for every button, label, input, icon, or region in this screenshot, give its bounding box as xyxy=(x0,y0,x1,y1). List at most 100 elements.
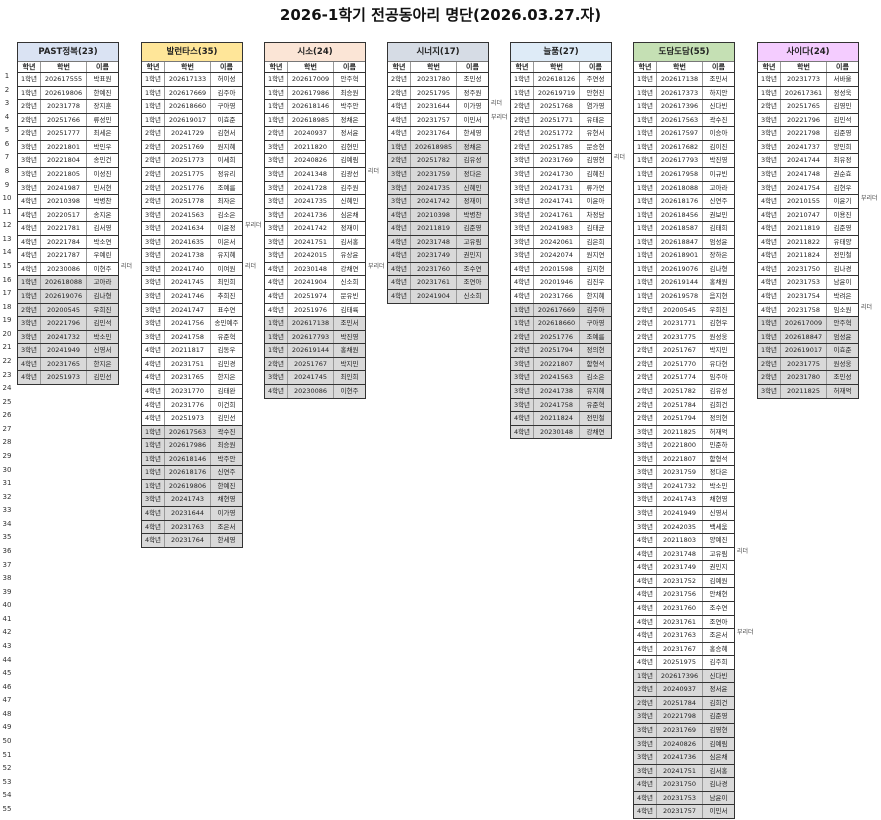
member-row: 4학년 20251973 김민선 xyxy=(142,412,242,426)
grade-cell: 3학년 xyxy=(634,452,657,466)
student-id-cell: 20251975 xyxy=(657,656,703,669)
member-row: 1학년 202618847 엄성윤 xyxy=(634,235,734,250)
name-cell: 염가영 xyxy=(586,102,605,111)
name-cell: 전민철 xyxy=(586,414,605,423)
name-cell: 장지훈 xyxy=(93,102,112,111)
name-cell: 원지연 xyxy=(586,251,605,260)
member-row: 4학년 20211819 김준영 xyxy=(388,222,488,236)
student-id-cell: 202618146 xyxy=(165,452,211,466)
student-id-cell: 202617009 xyxy=(288,73,334,86)
member-row: 4학년 20201598 김지현 xyxy=(511,262,611,277)
member-row: 4학년 20231748 고유림 xyxy=(634,547,734,562)
grade-cell: 1학년 xyxy=(634,154,657,167)
student-id-cell: 20241751 xyxy=(288,235,334,249)
club-table: 발런타스(35) 학년 학번 이름 1학년 202617133 허이성 1학년 20261766… xyxy=(141,42,243,548)
member-row: 1학년 202617138 조민서 xyxy=(634,73,734,87)
student-id-cell: 20241737 xyxy=(781,140,827,154)
grade-cell: 1학년 xyxy=(758,330,781,344)
student-id-cell: 202618176 xyxy=(657,195,703,208)
grade-cell: 3학년 xyxy=(265,371,288,384)
row-number: 42 xyxy=(2,628,12,637)
student-id-cell: 20231763 xyxy=(657,629,703,642)
grade-cell: 2학년 xyxy=(265,127,288,140)
member-row: 4학년 20231766 한지혜 xyxy=(511,290,611,304)
row-number: 2 xyxy=(4,85,10,94)
grade-cell: 1학년 xyxy=(511,73,534,86)
student-id-cell: 202618176 xyxy=(165,466,211,479)
role-label: 부리더 xyxy=(861,195,878,203)
name-cell: 김유성 xyxy=(709,386,728,395)
member-row: 4학년 20231753 남윤이 xyxy=(634,791,734,806)
grade-cell: 4학년 xyxy=(758,262,781,276)
row-number: 25 xyxy=(2,397,12,406)
grade-cell: 2학년 xyxy=(634,371,657,384)
student-id-cell: 20231780 xyxy=(781,371,827,384)
student-id-cell: 20230148 xyxy=(534,425,580,439)
student-id-cell: 20240826 xyxy=(288,154,334,167)
student-id-cell: 20241563 xyxy=(534,371,580,384)
member-row: 4학년 20231750 김나경 xyxy=(634,778,734,792)
name-cell: 안주혁 xyxy=(833,319,852,328)
column-header-name: 이름 xyxy=(589,63,602,71)
student-id-cell: 20240826 xyxy=(657,737,703,751)
name-cell: 박주안 xyxy=(340,102,359,111)
row-number: 29 xyxy=(2,451,12,460)
grade-cell: 4학년 xyxy=(634,615,657,629)
name-cell: 채현영 xyxy=(217,495,236,504)
member-row: 4학년 20231764 한세영 xyxy=(142,534,242,548)
member-row: 2학년 20251784 김희건 xyxy=(634,398,734,413)
student-id-cell: 202619076 xyxy=(41,290,87,303)
student-id-cell: 20241758 xyxy=(165,330,211,344)
student-id-cell: 20241745 xyxy=(288,371,334,384)
member-row: 2학년 20251774 임주아 xyxy=(634,371,734,385)
name-cell: 홍채원 xyxy=(340,346,359,355)
member-row: 2학년 20231780 조민성 xyxy=(758,371,858,385)
row-number: 24 xyxy=(2,384,12,393)
student-id-cell: 20251767 xyxy=(288,357,334,371)
member-row: 3학년 20241736 심은채 xyxy=(265,208,365,223)
student-id-cell: 202617793 xyxy=(657,154,703,167)
member-row: 3학년 20241742 정재이 xyxy=(388,195,488,209)
role-label: 리더 xyxy=(861,303,873,311)
member-row: 1학년 202619806 한예진 xyxy=(18,86,118,101)
grade-cell: 1학년 xyxy=(142,479,165,493)
name-cell: 원성웅 xyxy=(833,359,852,368)
role-label: 리더 xyxy=(368,167,380,175)
member-row: 2학년 20251772 유현서 xyxy=(511,127,611,141)
name-cell: 원성웅 xyxy=(709,332,728,341)
name-cell: 이현주 xyxy=(93,264,112,273)
name-cell: 안현진 xyxy=(586,88,605,97)
student-id-cell: 20201946 xyxy=(534,276,580,289)
name-cell: 이규빈 xyxy=(709,169,728,178)
name-cell: 박지민 xyxy=(709,346,728,355)
member-row: 3학년 20241743 채현영 xyxy=(142,493,242,507)
student-id-cell: 20251770 xyxy=(657,357,703,371)
name-cell: 정의현 xyxy=(586,346,605,355)
name-cell: 김소은 xyxy=(586,373,605,382)
grade-cell: 1학년 xyxy=(511,303,534,317)
grade-cell: 3학년 xyxy=(634,710,657,723)
student-id-cell: 20221796 xyxy=(41,317,87,330)
row-number: 47 xyxy=(2,696,12,705)
member-row: 1학년 202618660 구아영 xyxy=(511,317,611,331)
name-cell: 이민서 xyxy=(709,807,728,816)
grade-cell: 3학년 xyxy=(758,113,781,127)
grade-cell: 1학년 xyxy=(634,73,657,86)
grade-cell: 1학년 xyxy=(634,208,657,222)
member-row: 4학년 20231765 한지은 xyxy=(18,357,118,372)
grade-cell: 3학년 xyxy=(511,384,534,398)
student-id-cell: 202618456 xyxy=(657,208,703,222)
member-row: 1학년 202617009 안주혁 xyxy=(758,317,858,331)
grade-cell: 4학년 xyxy=(388,249,411,262)
row-number: 35 xyxy=(2,533,12,542)
grade-cell: 3학년 xyxy=(634,507,657,520)
student-id-cell: 20251782 xyxy=(657,384,703,398)
grade-cell: 1학년 xyxy=(265,100,288,113)
role-label: 부리더 xyxy=(368,262,385,270)
name-cell: 이세희 xyxy=(217,156,236,165)
column-header-row: 학년 학번 이름 xyxy=(388,62,488,73)
student-id-cell: 20241744 xyxy=(781,154,827,167)
grade-cell: 4학년 xyxy=(18,235,41,249)
member-row: 4학년 20251976 김태륙 xyxy=(265,303,365,318)
grade-cell: 4학년 xyxy=(265,303,288,317)
